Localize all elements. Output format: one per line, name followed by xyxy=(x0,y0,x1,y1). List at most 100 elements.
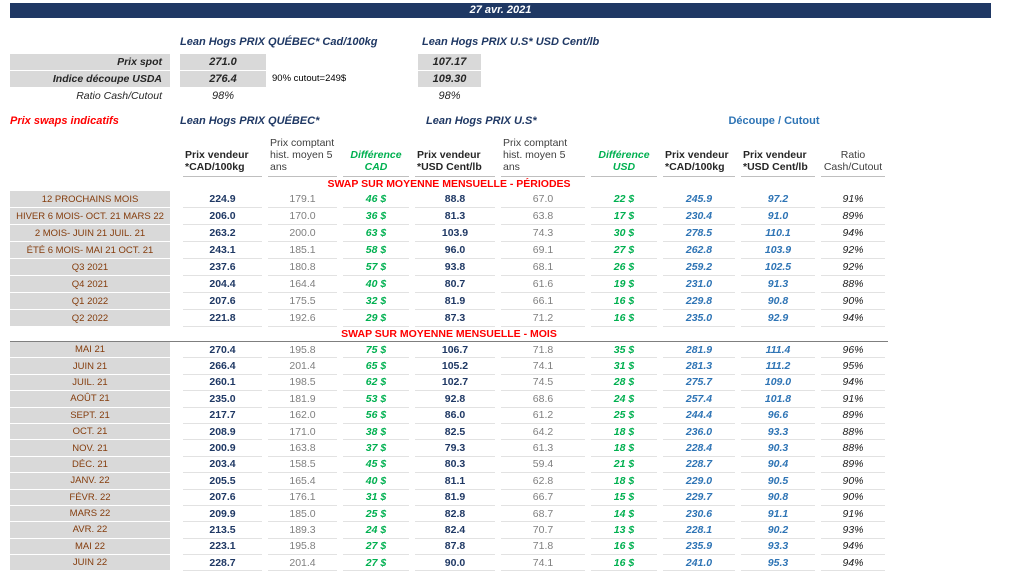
value-cell: 56 $ xyxy=(343,408,409,424)
col-header-prix-vendeur-usd: Prix vendeur *USD Cent/lb xyxy=(415,129,495,177)
row-label: SEPT. 21 xyxy=(10,407,170,424)
row-label: Q2 2022 xyxy=(10,310,170,327)
col-header-ratio: Ratio Cash/Cutout xyxy=(821,129,885,177)
row-label: MAI 21 xyxy=(10,342,170,359)
col-header-cutout-usd: Prix vendeur *USD Cent/lb xyxy=(741,129,815,177)
value-cell: 61.6 xyxy=(501,276,585,293)
table-row: JUIL. 21 260.1 198.5 62 $ 102.7 74.5 28 $ 275.7… xyxy=(10,374,888,392)
value-cell: 71.2 xyxy=(501,310,585,327)
row-label: FÉVR. 22 xyxy=(10,489,170,506)
value-cell: 31 $ xyxy=(343,490,409,506)
value-cell: 93% xyxy=(821,522,885,539)
row-label: JUIN 22 xyxy=(10,555,170,572)
value-cell: 213.5 xyxy=(183,522,262,539)
value-cell: 70.7 xyxy=(501,522,585,539)
value-cell: 103.9 xyxy=(415,225,495,242)
value-cell: 257.4 xyxy=(663,391,735,408)
prix-spot-label: Prix spot xyxy=(10,54,170,70)
value-cell: 109.0 xyxy=(741,375,815,392)
value-cell: 22 $ xyxy=(591,191,657,208)
value-cell: 24 $ xyxy=(343,522,409,539)
value-cell: 15 $ xyxy=(591,490,657,506)
value-cell: 158.5 xyxy=(268,457,337,474)
value-cell: 207.6 xyxy=(183,293,262,310)
value-cell: 185.0 xyxy=(268,506,337,523)
value-cell: 206.0 xyxy=(183,208,262,225)
row-label: JUIL. 21 xyxy=(10,374,170,392)
value-cell: 87.3 xyxy=(415,310,495,327)
value-cell: 228.7 xyxy=(663,457,735,474)
value-cell: 260.1 xyxy=(183,375,262,392)
value-cell: 96.0 xyxy=(415,242,495,259)
value-cell: 68.6 xyxy=(501,391,585,408)
value-cell: 266.4 xyxy=(183,358,262,375)
value-cell: 102.5 xyxy=(741,259,815,276)
value-cell: 90.3 xyxy=(741,440,815,457)
value-cell: 94% xyxy=(821,225,885,242)
value-cell: 224.9 xyxy=(183,191,262,208)
value-cell: 16 $ xyxy=(591,555,657,572)
value-cell: 94% xyxy=(821,310,885,327)
value-cell: 195.8 xyxy=(268,539,337,556)
col-header-difference-usd: Différence USD xyxy=(591,129,657,177)
value-cell: 245.9 xyxy=(663,191,735,208)
quebec-spot-title: Lean Hogs PRIX QUÉBEC* Cad/100kg xyxy=(180,36,378,48)
value-cell: 53 $ xyxy=(343,391,409,408)
value-cell: 31 $ xyxy=(591,358,657,375)
value-cell: 45 $ xyxy=(343,457,409,474)
spot-section: Lean Hogs PRIX QUÉBEC* Cad/100kg Lean Ho… xyxy=(0,30,1024,112)
value-cell: 90.4 xyxy=(741,457,815,474)
value-cell: 91% xyxy=(821,506,885,523)
value-cell: 40 $ xyxy=(343,276,409,293)
value-cell: 68.1 xyxy=(501,259,585,276)
value-cell: 18 $ xyxy=(591,440,657,457)
table-row: Q1 2022 207.6 175.5 32 $ 81.9 66.1 16 $ 229.8 90… xyxy=(10,293,888,310)
value-cell: 93.8 xyxy=(415,259,495,276)
value-cell: 79.3 xyxy=(415,440,495,457)
value-cell: 176.1 xyxy=(268,490,337,506)
value-cell: 75 $ xyxy=(343,342,409,359)
value-cell: 16 $ xyxy=(591,293,657,310)
value-cell: 200.9 xyxy=(183,440,262,457)
table-row: Q4 2021 204.4 164.4 40 $ 80.7 61.6 19 $ 231.0 91… xyxy=(10,276,888,293)
value-cell: 200.0 xyxy=(268,225,337,242)
section-title: SWAP SUR MOYENNE MENSUELLE - PÉRIODES xyxy=(327,178,571,190)
value-cell: 192.6 xyxy=(268,310,337,327)
value-cell: 95% xyxy=(821,358,885,375)
row-label: MAI 22 xyxy=(10,538,170,556)
value-cell: 96% xyxy=(821,342,885,359)
section-title: SWAP SUR MOYENNE MENSUELLE - MOIS xyxy=(10,327,888,342)
table-row: JUIN 22 228.7 201.4 27 $ 90.0 74.1 16 $ 241.0 95… xyxy=(10,555,888,572)
value-cell: 217.7 xyxy=(183,408,262,424)
ratio-us-value: 98% xyxy=(438,90,461,102)
value-cell: 61.3 xyxy=(501,440,585,457)
value-cell: 38 $ xyxy=(343,424,409,441)
value-cell: 205.5 xyxy=(183,473,262,490)
value-cell: 35 $ xyxy=(591,342,657,359)
value-cell: 236.0 xyxy=(663,424,735,441)
table-row: OCT. 21 208.9 171.0 38 $ 82.5 64.2 18 $ 236.0 93… xyxy=(10,423,888,441)
value-cell: 92.9 xyxy=(741,310,815,327)
value-cell: 80.3 xyxy=(415,457,495,474)
value-cell: 94% xyxy=(821,539,885,556)
value-cell: 29 $ xyxy=(343,310,409,327)
value-cell: 90.2 xyxy=(741,522,815,539)
value-cell: 163.8 xyxy=(268,440,337,457)
value-cell: 201.4 xyxy=(268,555,337,572)
value-cell: 71.8 xyxy=(501,342,585,359)
value-cell: 281.3 xyxy=(663,358,735,375)
table-row: JANV. 22 205.5 165.4 40 $ 81.1 62.8 18 $ 229.0 9… xyxy=(10,473,888,490)
value-cell: 195.8 xyxy=(268,342,337,359)
value-cell: 101.8 xyxy=(741,391,815,408)
value-cell: 74.1 xyxy=(501,358,585,375)
value-cell: 74.5 xyxy=(501,375,585,392)
value-cell: 64.2 xyxy=(501,424,585,441)
value-cell: 26 $ xyxy=(591,259,657,276)
value-cell: 13 $ xyxy=(591,522,657,539)
value-cell: 243.1 xyxy=(183,242,262,259)
value-cell: 241.0 xyxy=(663,555,735,572)
value-cell: 91.0 xyxy=(741,208,815,225)
quebec-group-header: Lean Hogs PRIX QUÉBEC* xyxy=(180,114,320,127)
value-cell: 67.0 xyxy=(501,191,585,208)
table-row: Q2 2022 221.8 192.6 29 $ 87.3 71.2 16 $ 235.0 92… xyxy=(10,310,888,327)
